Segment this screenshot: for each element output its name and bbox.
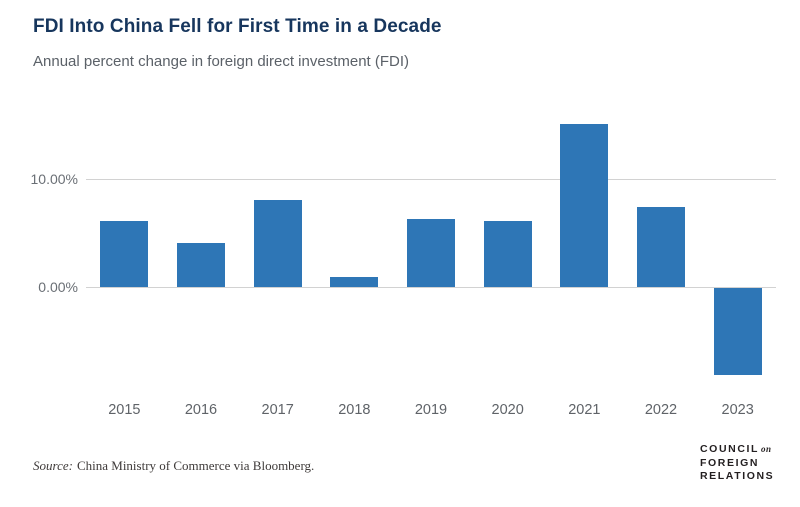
x-tick-label-2023: 2023 [721, 402, 754, 418]
plot-area: 10.00% 0.00% 2015 2016 2017 2018 2019 2020 2021 2… [0, 110, 800, 440]
cfr-logo: COUNCIL on FOREIGN RELATIONS [700, 443, 774, 484]
x-tick-label-2021: 2021 [568, 402, 601, 418]
x-tick-label-2016: 2016 [184, 402, 218, 418]
y-tick-label-0: 0.00% [38, 279, 78, 295]
source-text: China Ministry of Commerce via Bloomberg… [76, 458, 315, 473]
x-tick-label-2015: 2015 [108, 402, 141, 418]
logo-on: on [761, 444, 772, 454]
x-tick-label-2018: 2018 [338, 402, 371, 418]
chart-title: FDI Into China Fell for First Time in a … [33, 16, 442, 37]
y-tick-label-10: 10.00% [30, 170, 78, 187]
gridline-10 [86, 178, 776, 180]
x-tick-label-2022: 2022 [644, 402, 678, 418]
gridline-0 [86, 287, 776, 288]
bar-2017 [253, 200, 302, 287]
bar-2021 [560, 124, 609, 287]
x-tick-label-2020: 2020 [491, 402, 524, 418]
bar-2022 [637, 206, 685, 287]
chart-subtitle: Annual percent change in foreign direct … [33, 53, 410, 70]
bar-2018 [330, 277, 379, 287]
logo-line-1: COUNCIL on [700, 443, 774, 457]
x-tick-label-2019: 2019 [414, 402, 448, 418]
x-tick-label-2017: 2017 [261, 402, 294, 418]
bar-2023 [713, 288, 762, 375]
bar-2016 [177, 242, 225, 287]
logo-line-3: RELATIONS [700, 470, 775, 482]
logo-line-2: FOREIGN [700, 456, 760, 469]
bar-2020 [483, 220, 532, 287]
source-note: Source: China Ministry of Commerce via Bl… [33, 458, 314, 474]
bar-2015 [100, 220, 149, 287]
bar-2019 [407, 218, 455, 287]
logo-council: COUNCIL [700, 443, 760, 455]
source-label: Source: [33, 458, 73, 473]
